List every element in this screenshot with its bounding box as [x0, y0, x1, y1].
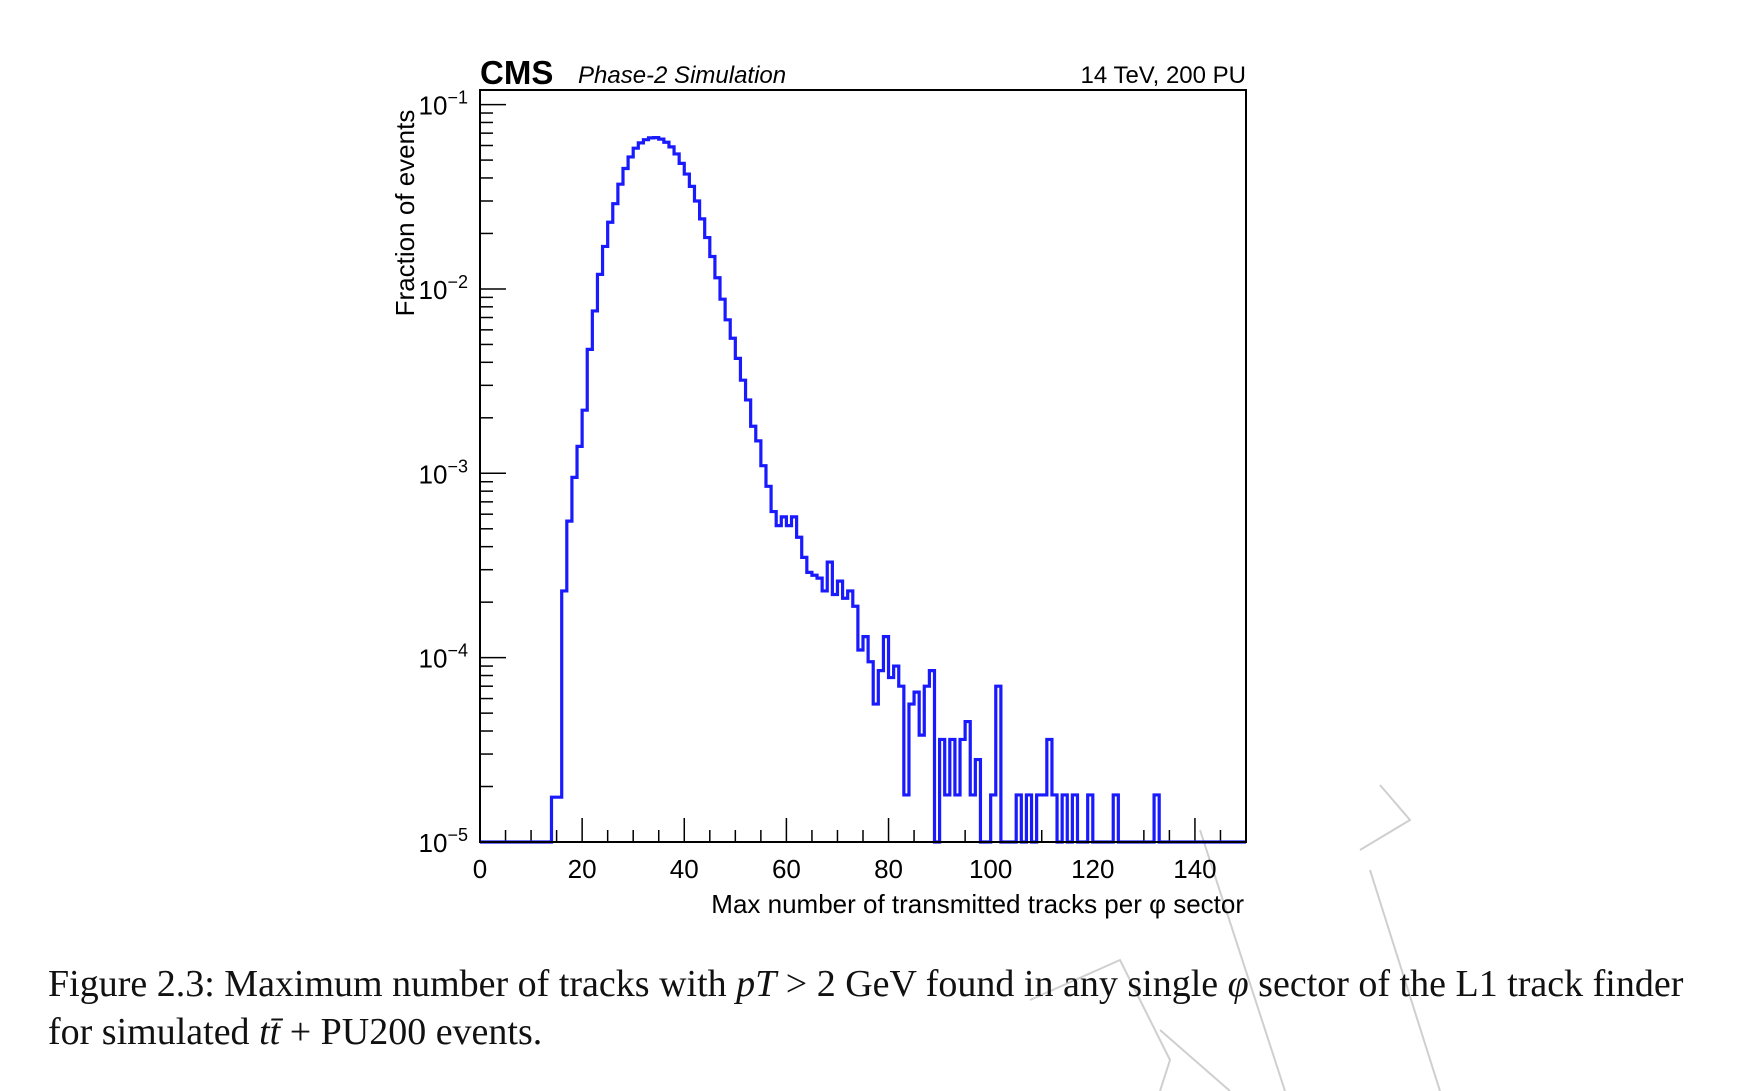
y-tick-label: 10−4	[419, 641, 468, 674]
y-tick-label: 10−5	[419, 825, 468, 858]
experiment-label: CMS	[480, 54, 553, 91]
x-tick-label: 120	[1071, 854, 1114, 884]
y-tick-label: 10−3	[419, 456, 468, 489]
x-tick-label: 60	[772, 854, 801, 884]
caption-math-cmp: > 2 GeV	[776, 963, 917, 1005]
figure-caption: Figure 2.3: Maximum number of tracks wit…	[48, 960, 1728, 1056]
status-label: Phase-2 Simulation	[578, 62, 786, 89]
x-axis-label: Max number of transmitted tracks per φ s…	[711, 889, 1244, 919]
plot-frame	[479, 89, 1247, 843]
x-tick-label: 40	[670, 854, 699, 884]
x-tick-label: 80	[874, 854, 903, 884]
y-tick-label: 10−1	[419, 88, 468, 121]
y-axis-label: Fraction of events	[390, 110, 420, 317]
energy-label: 14 TeV, 200 PU	[1081, 62, 1246, 89]
x-tick-label: 20	[568, 854, 597, 884]
caption-math-ttbar: tt̄	[259, 1011, 281, 1053]
caption-math-pt: pT	[736, 963, 777, 1005]
x-tick-label: 140	[1173, 854, 1216, 884]
caption-figure-number: Figure 2.3:	[48, 963, 215, 1005]
histogram-series-line	[480, 136, 1246, 844]
x-tick-label: 100	[969, 854, 1012, 884]
caption-text-2: found in any single	[916, 963, 1228, 1005]
x-axis-ticks: 0 20 40 60 80 100 120 140	[473, 818, 1247, 884]
caption-text-3: sector of the L1 track finder for simula…	[48, 963, 1684, 1053]
caption-math-phi: φ	[1227, 963, 1249, 1005]
y-tick-label: 10−2	[419, 272, 468, 305]
watermark-lines	[1029, 784, 1441, 1091]
y-axis-ticks: 10−5 10−4 10−3 10−2 10−1	[419, 88, 506, 858]
caption-text-4: + PU200 events.	[280, 1011, 543, 1053]
caption-text-1: Maximum number of tracks with	[214, 963, 737, 1005]
x-tick-label: 0	[473, 854, 487, 884]
